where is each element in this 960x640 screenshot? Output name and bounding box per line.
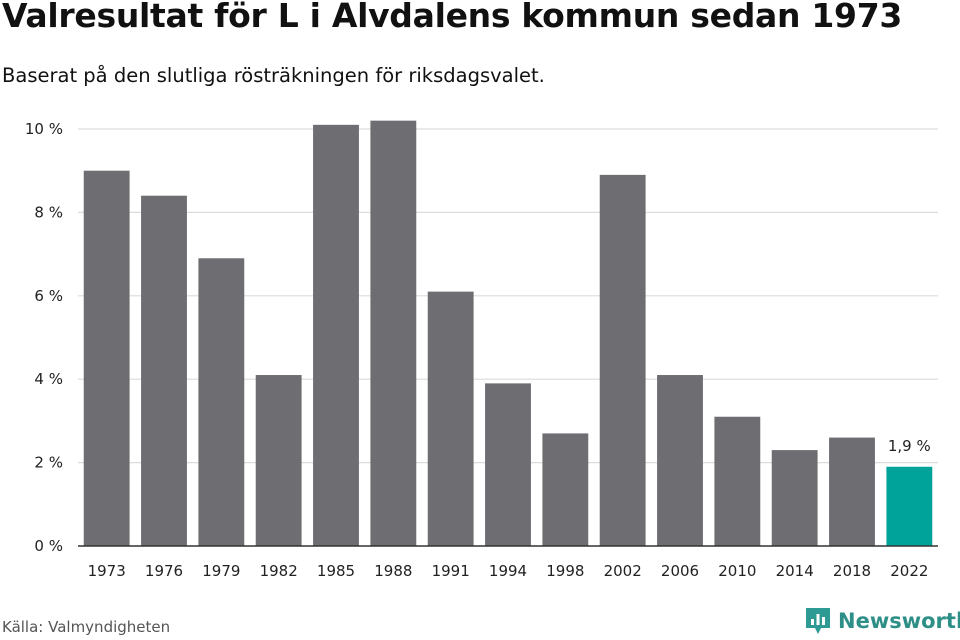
bar-2006 xyxy=(657,375,703,546)
x-tick-label: 1994 xyxy=(489,562,527,580)
bar-2010 xyxy=(714,416,761,546)
y-tick-label: 2 % xyxy=(34,454,63,472)
x-tick-label: 2022 xyxy=(890,562,928,580)
x-tick-label: 1976 xyxy=(145,562,183,580)
chart-title: Valresultat för L i Älvdalens kommun sed… xyxy=(2,0,903,35)
x-tick-label: 2006 xyxy=(661,562,699,580)
y-tick-label: 0 % xyxy=(34,537,63,555)
y-tick-label: 4 % xyxy=(34,370,63,388)
bar-1988 xyxy=(370,120,417,546)
x-tick-label: 2014 xyxy=(776,562,814,580)
x-tick-label: 2018 xyxy=(833,562,871,580)
y-tick-label: 10 % xyxy=(25,120,63,138)
y-tick-label: 6 % xyxy=(34,287,63,305)
data-label: 1,9 % xyxy=(888,437,931,455)
brand-logo: Newsworthy xyxy=(804,606,960,636)
brand-name: Newsworthy xyxy=(838,609,960,633)
source-note: Källa: Valmyndigheten xyxy=(2,618,171,636)
x-tick-label: 1988 xyxy=(374,562,412,580)
x-tick-label: 1991 xyxy=(432,562,470,580)
bar-1985 xyxy=(313,124,359,546)
x-tick-label: 1973 xyxy=(88,562,126,580)
bar-2022 xyxy=(886,466,933,546)
bar-1994 xyxy=(485,383,531,546)
chart-subtitle: Baserat på den slutliga rösträkningen fö… xyxy=(2,64,545,87)
x-tick-label: 1985 xyxy=(317,562,355,580)
x-tick-label: 2002 xyxy=(604,562,642,580)
newsworthy-logo-icon xyxy=(806,608,830,634)
bar-1976 xyxy=(141,195,187,546)
bar-2018 xyxy=(829,437,875,546)
x-tick-label: 2010 xyxy=(718,562,756,580)
bar-1991 xyxy=(427,291,474,546)
x-tick-label: 1979 xyxy=(202,562,240,580)
bar-2002 xyxy=(599,174,646,546)
bar-1982 xyxy=(255,375,302,546)
x-tick-label: 1998 xyxy=(546,562,584,580)
bar-1973 xyxy=(83,170,130,546)
bar-2014 xyxy=(771,450,818,546)
y-tick-label: 8 % xyxy=(34,203,63,221)
bar-1979 xyxy=(198,258,245,546)
bar-1998 xyxy=(542,433,589,546)
x-tick-label: 1982 xyxy=(260,562,298,580)
